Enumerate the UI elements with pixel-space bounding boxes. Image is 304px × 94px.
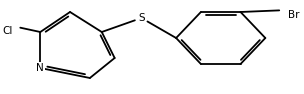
- Text: S: S: [138, 13, 145, 23]
- Text: Br: Br: [288, 10, 300, 20]
- Text: N: N: [36, 63, 44, 73]
- Text: Cl: Cl: [2, 26, 12, 36]
